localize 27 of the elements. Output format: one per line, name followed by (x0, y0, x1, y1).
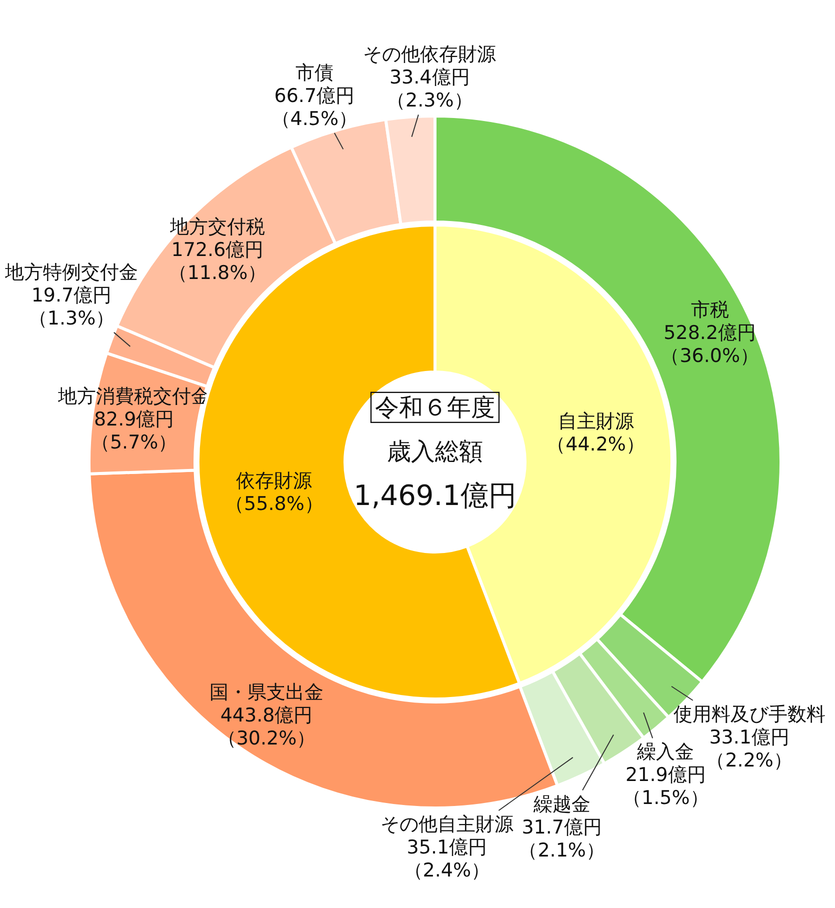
data-label: 19.7億円（1.3%） (28, 284, 115, 330)
slice-label: 市債 (295, 62, 334, 84)
data-label: （44.2%） (546, 434, 645, 456)
slice-label: 自主財源 (558, 410, 634, 433)
text: 1,469.1億円 (354, 478, 516, 512)
data-label: 33.1億円（2.2%） (706, 726, 792, 772)
data-label: （55.8%） (225, 492, 324, 515)
data-label: 33.4億円（2.3%） (386, 66, 473, 112)
text: 令和６年度 (375, 393, 495, 422)
data-label: 172.6億円（11.8%） (168, 239, 267, 284)
data-label: 31.7億円（2.1%） (518, 816, 605, 862)
slice-label: 市税 (690, 298, 729, 321)
slice-label: 地方特例交付金 (4, 261, 138, 284)
slice-label: その他依存財源 (363, 44, 496, 66)
slice-label: 依存財源 (236, 470, 312, 492)
slice-label: 繰越金 (532, 793, 590, 816)
data-label: 35.1億円（2.4%） (404, 836, 490, 882)
text: 歳入総額 (387, 437, 483, 466)
data-label: 21.9億円（1.5%） (622, 764, 709, 810)
data-label: 528.2億円（36.0%） (660, 322, 760, 367)
slice-label: 地方交付税 (169, 216, 266, 238)
slice-label: 国・県支出金 (210, 682, 324, 704)
data-label: 82.9億円（5.7%） (90, 408, 178, 454)
slice-label: 使用料及び手数料 (673, 703, 826, 726)
slice-label: 繰入金 (636, 741, 694, 764)
slice-label: その他自主財源 (380, 813, 514, 836)
data-label: 66.7億円（4.5%） (271, 85, 358, 130)
